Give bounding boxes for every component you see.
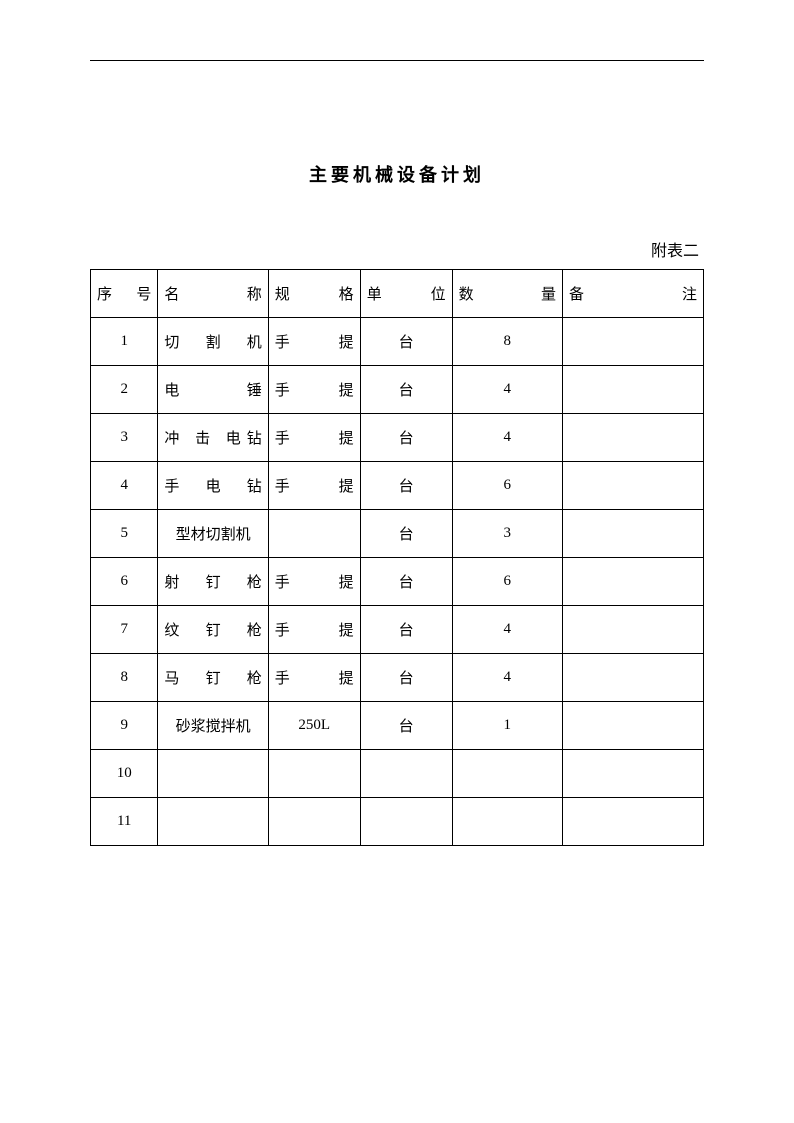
cell-spec: 手 提	[268, 366, 360, 414]
document-title: 主要机械设备计划	[90, 161, 704, 187]
table-row: 11	[91, 798, 704, 846]
cell-note	[562, 414, 703, 462]
cell-seq: 4	[91, 462, 158, 510]
cell-note	[562, 702, 703, 750]
cell-note	[562, 462, 703, 510]
cell-qty: 4	[452, 606, 562, 654]
cell-unit: 台	[360, 558, 452, 606]
table-row: 9 砂浆搅拌机 250L 台 1	[91, 702, 704, 750]
cell-qty: 4	[452, 414, 562, 462]
cell-unit: 台	[360, 606, 452, 654]
header-line	[90, 60, 704, 61]
table-row: 5 型材切割机 台 3	[91, 510, 704, 558]
appendix-label: 附表二	[90, 237, 704, 261]
cell-spec: 手 提	[268, 654, 360, 702]
cell-spec	[268, 750, 360, 798]
cell-unit: 台	[360, 366, 452, 414]
cell-seq: 6	[91, 558, 158, 606]
cell-spec: 手 提	[268, 606, 360, 654]
cell-seq: 3	[91, 414, 158, 462]
cell-unit: 台	[360, 654, 452, 702]
cell-qty: 4	[452, 366, 562, 414]
cell-unit: 台	[360, 414, 452, 462]
header-qty: 数 量	[452, 270, 562, 318]
cell-name: 射 钉 枪	[158, 558, 268, 606]
cell-name: 马 钉 枪	[158, 654, 268, 702]
cell-spec: 手 提	[268, 462, 360, 510]
cell-name: 手 电 钻	[158, 462, 268, 510]
cell-note	[562, 798, 703, 846]
cell-seq: 1	[91, 318, 158, 366]
table-row: 1 切 割 机 手 提 台 8	[91, 318, 704, 366]
cell-unit: 台	[360, 510, 452, 558]
cell-unit: 台	[360, 462, 452, 510]
cell-seq: 2	[91, 366, 158, 414]
cell-qty: 6	[452, 558, 562, 606]
cell-name: 纹 钉 枪	[158, 606, 268, 654]
table-row: 2 电 锤 手 提 台 4	[91, 366, 704, 414]
cell-spec	[268, 510, 360, 558]
cell-unit	[360, 798, 452, 846]
cell-name: 型材切割机	[158, 510, 268, 558]
page-container: 主要机械设备计划 附表二 序 号 名 称 规 格 单 位 数 量 备 注 1 切…	[0, 0, 794, 906]
cell-spec: 手 提	[268, 318, 360, 366]
cell-note	[562, 510, 703, 558]
table-row: 8 马 钉 枪 手 提 台 4	[91, 654, 704, 702]
header-seq: 序 号	[91, 270, 158, 318]
header-name: 名 称	[158, 270, 268, 318]
cell-unit: 台	[360, 318, 452, 366]
header-note: 备 注	[562, 270, 703, 318]
cell-qty: 4	[452, 654, 562, 702]
cell-seq: 10	[91, 750, 158, 798]
cell-note	[562, 750, 703, 798]
cell-seq: 8	[91, 654, 158, 702]
cell-qty: 3	[452, 510, 562, 558]
cell-note	[562, 654, 703, 702]
cell-name: 电 锤	[158, 366, 268, 414]
cell-seq: 5	[91, 510, 158, 558]
cell-seq: 11	[91, 798, 158, 846]
table-row: 4 手 电 钻 手 提 台 6	[91, 462, 704, 510]
header-unit: 单 位	[360, 270, 452, 318]
cell-unit: 台	[360, 702, 452, 750]
cell-unit	[360, 750, 452, 798]
cell-qty: 1	[452, 702, 562, 750]
table-row: 7 纹 钉 枪 手 提 台 4	[91, 606, 704, 654]
cell-seq: 9	[91, 702, 158, 750]
cell-name	[158, 750, 268, 798]
table-row: 6 射 钉 枪 手 提 台 6	[91, 558, 704, 606]
cell-note	[562, 318, 703, 366]
table-row: 3 冲 击 电钻 手 提 台 4	[91, 414, 704, 462]
cell-spec: 250L	[268, 702, 360, 750]
cell-seq: 7	[91, 606, 158, 654]
cell-qty: 8	[452, 318, 562, 366]
cell-spec	[268, 798, 360, 846]
cell-qty	[452, 798, 562, 846]
cell-name: 砂浆搅拌机	[158, 702, 268, 750]
cell-name	[158, 798, 268, 846]
equipment-table: 序 号 名 称 规 格 单 位 数 量 备 注 1 切 割 机 手 提 台 8 …	[90, 269, 704, 846]
cell-qty: 6	[452, 462, 562, 510]
cell-note	[562, 606, 703, 654]
cell-note	[562, 366, 703, 414]
table-header-row: 序 号 名 称 规 格 单 位 数 量 备 注	[91, 270, 704, 318]
table-row: 10	[91, 750, 704, 798]
cell-name: 冲 击 电钻	[158, 414, 268, 462]
cell-note	[562, 558, 703, 606]
cell-spec: 手 提	[268, 558, 360, 606]
cell-name: 切 割 机	[158, 318, 268, 366]
table-body: 1 切 割 机 手 提 台 8 2 电 锤 手 提 台 4 3 冲 击 电钻 手…	[91, 318, 704, 846]
header-spec: 规 格	[268, 270, 360, 318]
cell-spec: 手 提	[268, 414, 360, 462]
cell-qty	[452, 750, 562, 798]
